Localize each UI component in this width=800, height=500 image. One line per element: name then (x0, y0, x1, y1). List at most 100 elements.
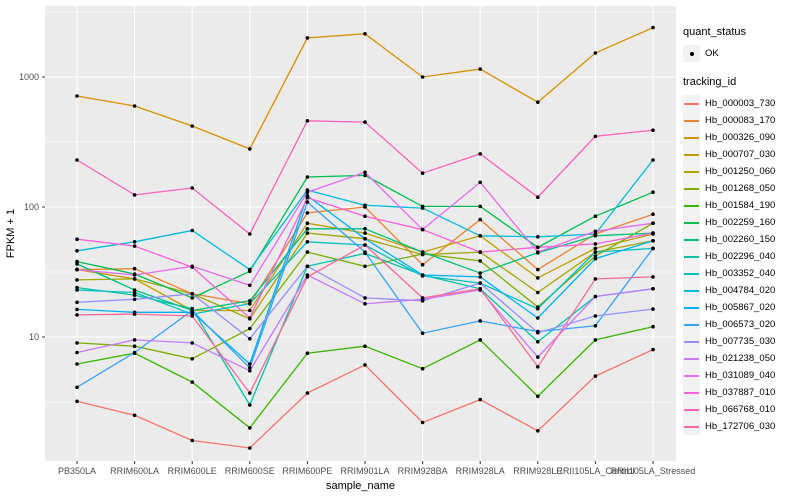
data-point (651, 25, 655, 30)
data-point (75, 278, 79, 282)
data-point (593, 134, 598, 139)
y-tick-label: 10 (29, 332, 39, 342)
legend-line-swatch (684, 102, 699, 105)
data-point (478, 271, 483, 275)
legend-entry-Hb_002260_150: Hb_002260_150 (683, 231, 800, 248)
x-tick-label: PB350LA (58, 466, 96, 476)
data-point (363, 227, 367, 231)
y-axis-title: FPKM + 1 (5, 209, 17, 258)
data-point (478, 275, 483, 279)
data-point (593, 51, 598, 55)
data-point (248, 446, 252, 450)
data-point (305, 175, 310, 179)
legend-line-swatch (684, 289, 699, 292)
legend-entry-quant-status-ok: OK (683, 45, 800, 62)
data-point (248, 232, 252, 236)
data-point (305, 391, 310, 395)
data-point (478, 397, 483, 402)
legend-entry-label: Hb_001250_060 (705, 166, 776, 177)
legend-line-swatch (684, 323, 699, 326)
data-point (248, 308, 252, 313)
data-point (363, 173, 367, 178)
data-point (248, 147, 252, 151)
data-point (478, 287, 483, 291)
data-point (536, 290, 540, 295)
data-point (478, 319, 483, 323)
data-point (75, 399, 79, 404)
data-point (651, 275, 655, 279)
legend-title-tracking-id: tracking_id (683, 76, 737, 88)
data-point (248, 426, 252, 430)
data-point (75, 300, 79, 305)
data-point (190, 265, 194, 269)
data-point (651, 246, 655, 251)
data-point (363, 32, 367, 36)
data-point (363, 214, 367, 218)
legend-entry-Hb_002296_040: Hb_002296_040 (683, 248, 800, 265)
legend-entry-Hb_002259_160: Hb_002259_160 (683, 214, 800, 231)
data-point (420, 420, 425, 425)
data-point (478, 180, 483, 185)
data-point (132, 312, 137, 316)
data-point (190, 292, 194, 296)
legend-key-box (683, 299, 700, 316)
data-point (593, 254, 598, 258)
legend-entry-Hb_007735_030: Hb_007735_030 (683, 333, 800, 350)
data-point (593, 314, 598, 318)
data-point (478, 234, 483, 238)
legend-key-box (683, 95, 700, 112)
legend-entry-Hb_172706_030: Hb_172706_030 (683, 418, 800, 435)
legend-key-box (683, 418, 700, 435)
legend-entry-label: Hb_002260_150 (705, 234, 776, 245)
data-point (305, 250, 310, 254)
legend-entry-Hb_000326_090: Hb_000326_090 (683, 129, 800, 146)
data-point (190, 296, 194, 300)
data-point (248, 316, 252, 320)
legend-tracking-id-entries: Hb_000003_730 Hb_000083_170 Hb_000326_090 H… (683, 95, 800, 435)
data-point (651, 212, 655, 216)
data-point (75, 362, 79, 366)
data-point (593, 374, 598, 378)
data-point (305, 190, 310, 194)
data-point (478, 152, 483, 156)
data-point (536, 306, 540, 311)
legend-line-swatch (684, 170, 699, 173)
data-point (248, 302, 252, 306)
data-point (190, 308, 194, 313)
legend-entry-Hb_000707_030: Hb_000707_030 (683, 146, 800, 163)
data-point (190, 124, 194, 128)
data-point (305, 240, 310, 244)
legend-line-swatch (684, 204, 699, 207)
data-point (363, 236, 367, 241)
legend-entry-label: Hb_002296_040 (705, 251, 776, 262)
data-point (420, 206, 425, 210)
data-point (132, 240, 137, 244)
data-point (132, 338, 137, 342)
data-point (536, 250, 540, 254)
legend-line-swatch (684, 221, 699, 224)
legend-line-swatch (684, 408, 699, 411)
legend-line-swatch (684, 255, 699, 258)
legend-entry-label: Hb_003352_040 (705, 268, 776, 279)
data-point (75, 288, 79, 292)
data-point (305, 195, 310, 200)
legend-entry-Hb_001584_190: Hb_001584_190 (683, 197, 800, 214)
data-point (536, 276, 540, 280)
x-tick-label: RRIM600LA (110, 466, 159, 476)
legend-line-swatch (684, 272, 699, 275)
data-point (363, 203, 367, 208)
data-point (420, 273, 425, 277)
data-point (536, 235, 540, 239)
data-point (248, 299, 252, 303)
data-point (651, 239, 655, 243)
data-point (363, 250, 367, 254)
legend-key-box (683, 129, 700, 146)
data-point (420, 331, 425, 336)
data-point (190, 228, 194, 233)
data-point (75, 249, 79, 253)
data-point (593, 229, 598, 234)
data-point (420, 262, 425, 267)
legend-line-swatch (684, 374, 699, 377)
legend-entry-label: Hb_001584_190 (705, 200, 776, 211)
